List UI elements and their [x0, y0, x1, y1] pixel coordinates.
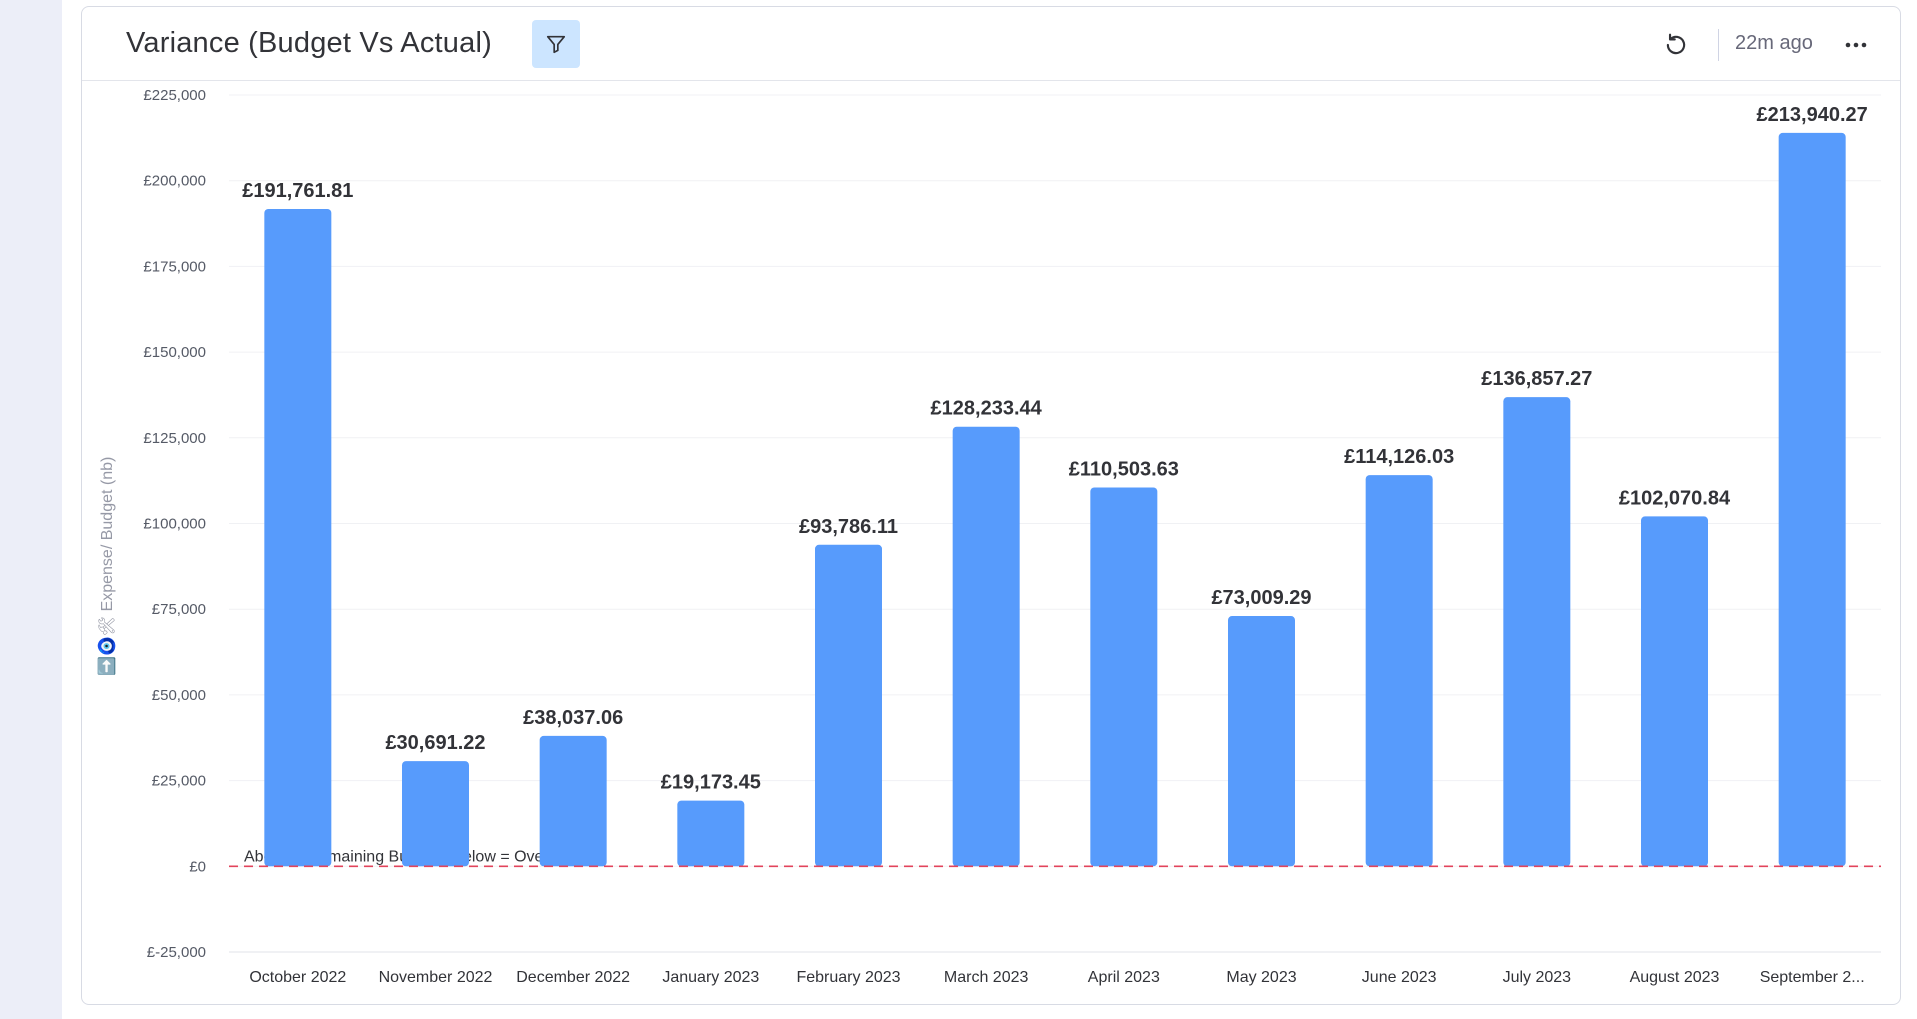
y-tick-label: £75,000 — [152, 601, 206, 618]
x-tick-label: September 2... — [1760, 969, 1865, 986]
widget-title: Variance (Budget Vs Actual) — [126, 27, 492, 59]
x-tick-label: January 2023 — [662, 969, 759, 986]
data-label: £30,691.22 — [385, 732, 485, 754]
y-tick-label: £100,000 — [143, 516, 206, 533]
y-tick-label: £200,000 — [143, 173, 206, 190]
y-axis-label: ➡️🧿🛠 Expense/ Budget (nb) — [97, 457, 116, 676]
bar[interactable] — [1090, 487, 1158, 867]
left-sidebar-strip — [0, 0, 62, 1019]
filter-icon — [546, 35, 566, 54]
data-label: £110,503.63 — [1069, 458, 1179, 480]
refresh-button[interactable] — [1660, 29, 1692, 61]
refresh-icon — [1666, 33, 1686, 55]
x-tick-label: August 2023 — [1630, 969, 1720, 986]
bar[interactable] — [952, 426, 1020, 867]
data-label: £38,037.06 — [523, 707, 623, 729]
y-tick-label: £-25,000 — [147, 944, 206, 961]
header-divider — [1718, 29, 1719, 61]
bar[interactable] — [1228, 616, 1295, 867]
y-tick-label: £50,000 — [152, 687, 206, 704]
data-label: £128,233.44 — [931, 398, 1043, 420]
more-options-button[interactable] — [1838, 29, 1874, 61]
y-tick-label: £175,000 — [143, 258, 206, 275]
last-updated-label: 22m ago — [1735, 32, 1813, 54]
data-label: £73,009.29 — [1211, 587, 1311, 609]
data-label: £93,786.11 — [799, 516, 898, 538]
bar[interactable] — [1365, 475, 1433, 867]
x-tick-label: June 2023 — [1362, 969, 1437, 986]
x-tick-label: October 2022 — [249, 969, 346, 986]
data-label: £136,857.27 — [1481, 368, 1592, 390]
y-tick-label: £225,000 — [143, 87, 206, 104]
x-tick-label: November 2022 — [379, 969, 493, 986]
x-tick-label: April 2023 — [1088, 969, 1160, 986]
bar[interactable] — [1641, 516, 1708, 867]
bar[interactable] — [539, 735, 607, 867]
bar[interactable] — [677, 800, 745, 867]
x-tick-label: December 2022 — [516, 969, 630, 986]
x-tick-label: July 2023 — [1503, 969, 1572, 986]
data-label: £213,940.27 — [1757, 104, 1868, 126]
data-label: £114,126.03 — [1344, 446, 1454, 468]
y-tick-label: £125,000 — [143, 430, 206, 447]
bar[interactable] — [264, 208, 332, 867]
y-tick-label: £25,000 — [152, 773, 206, 790]
x-tick-label: February 2023 — [796, 969, 900, 986]
bar-chart: £-25,000 £0 £25,000 £50,000 £75,000 £100,000 £… — [97, 87, 1881, 986]
data-label: £191,761.81 — [242, 180, 353, 202]
filter-button[interactable] — [532, 20, 580, 68]
more-options-icon — [1845, 42, 1867, 48]
bar[interactable] — [1503, 397, 1571, 867]
bar[interactable] — [1778, 132, 1846, 867]
widget-header: Variance (Budget Vs Actual) 22m ago — [82, 7, 1900, 81]
bar[interactable] — [402, 761, 469, 867]
data-label: £102,070.84 — [1619, 487, 1731, 509]
bar[interactable] — [815, 544, 882, 867]
x-tick-label: May 2023 — [1226, 969, 1296, 986]
x-tick-label: March 2023 — [944, 969, 1029, 986]
data-label: £19,173.45 — [661, 772, 761, 794]
y-tick-label: £150,000 — [143, 344, 206, 361]
y-tick-label: £0 — [189, 858, 206, 875]
